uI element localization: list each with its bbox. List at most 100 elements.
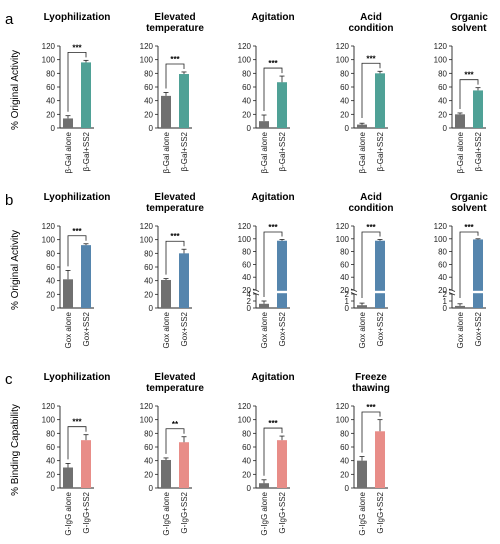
category-label: G-IgG+SS2 bbox=[82, 491, 91, 533]
subchart-title: Agitation bbox=[251, 12, 294, 23]
y-tick-label: 100 bbox=[140, 56, 154, 65]
y-tick-label: 100 bbox=[238, 235, 252, 244]
y-tick-label: 80 bbox=[46, 429, 55, 438]
bar-1 bbox=[357, 124, 367, 128]
subchart-title: Organic bbox=[450, 12, 488, 23]
subchart-title: Acid bbox=[360, 12, 382, 23]
significance-bracket bbox=[165, 63, 185, 89]
y-tick-label: 100 bbox=[434, 235, 448, 244]
bar-1 bbox=[63, 279, 73, 308]
y-tick-label: 80 bbox=[144, 249, 153, 258]
y-tick-label: 40 bbox=[438, 273, 447, 282]
y-tick-label: 60 bbox=[340, 83, 349, 92]
subchart-title: Freeze bbox=[355, 372, 387, 383]
panel-letter: c bbox=[5, 371, 13, 388]
y-tick-label: 120 bbox=[140, 42, 154, 51]
y-tick-label: 0 bbox=[443, 304, 448, 313]
bar-2 bbox=[81, 440, 91, 488]
subchart-title: Lyophilization bbox=[44, 12, 111, 23]
y-tick-label: 80 bbox=[144, 429, 153, 438]
panel-letter: b bbox=[5, 192, 13, 209]
y-tick-label: 80 bbox=[340, 429, 349, 438]
y-tick-label: 4 bbox=[247, 290, 252, 299]
y-tick-label: 60 bbox=[242, 260, 251, 269]
y-tick-label: 20 bbox=[46, 290, 55, 299]
y-tick-label: 20 bbox=[242, 470, 251, 479]
bar-1 bbox=[455, 114, 465, 128]
y-tick-label: 80 bbox=[340, 248, 349, 257]
category-label: Gox alone bbox=[64, 311, 73, 348]
y-tick-label: 40 bbox=[438, 97, 447, 106]
y-tick-label: 120 bbox=[434, 42, 448, 51]
category-label: β-Gal+SS2 bbox=[82, 131, 91, 171]
y-tick-label: 100 bbox=[336, 235, 350, 244]
y-tick-label: 120 bbox=[336, 402, 350, 411]
category-label: G-IgG+SS2 bbox=[376, 491, 385, 533]
category-label: Gox+SS2 bbox=[82, 311, 91, 346]
y-tick-label: 60 bbox=[46, 83, 55, 92]
y-tick-label: 60 bbox=[46, 443, 55, 452]
y-tick-label: 40 bbox=[46, 277, 55, 286]
subchart-title: Elevated bbox=[154, 192, 195, 203]
significance-bracket bbox=[263, 67, 283, 112]
y-axis-label: % Binding Capability bbox=[10, 404, 21, 496]
subchart-title: Organic bbox=[450, 192, 488, 203]
bar-2 bbox=[277, 82, 287, 128]
significance-label: *** bbox=[268, 419, 278, 428]
y-tick-label: 40 bbox=[242, 273, 251, 282]
significance-label: *** bbox=[170, 232, 180, 241]
subchart-title: Lyophilization bbox=[44, 192, 111, 203]
significance-bracket bbox=[165, 240, 185, 275]
y-tick-label: 60 bbox=[242, 83, 251, 92]
y-tick-label: 120 bbox=[238, 222, 252, 231]
y-tick-label: 0 bbox=[51, 124, 56, 133]
y-tick-label: 40 bbox=[46, 457, 55, 466]
category-label: β-Gal alone bbox=[260, 131, 269, 173]
y-tick-label: 0 bbox=[149, 304, 154, 313]
y-tick-label: 80 bbox=[242, 248, 251, 257]
panel-c: c % Binding Capability Lyophilization 0 20 40… bbox=[5, 371, 390, 536]
bar-2 bbox=[375, 431, 385, 488]
significance-label: *** bbox=[464, 223, 474, 232]
bar-2 bbox=[81, 245, 91, 308]
bar-1 bbox=[63, 467, 73, 488]
y-tick-label: 0 bbox=[247, 304, 252, 313]
axis-break-mark bbox=[252, 292, 260, 296]
category-label: Gox+SS2 bbox=[376, 311, 385, 346]
significance-label: *** bbox=[72, 418, 82, 427]
y-tick-label: 20 bbox=[46, 110, 55, 119]
y-tick-label: 20 bbox=[340, 470, 349, 479]
y-tick-label: 120 bbox=[336, 222, 350, 231]
y-tick-label: 120 bbox=[140, 402, 154, 411]
bar-1 bbox=[357, 460, 367, 488]
y-axis-label: % Original Activity bbox=[10, 230, 21, 310]
y-tick-label: 2 bbox=[247, 297, 252, 306]
y-tick-label: 80 bbox=[438, 248, 447, 257]
significance-label: *** bbox=[268, 59, 278, 68]
y-tick-label: 40 bbox=[46, 97, 55, 106]
y-tick-label: 80 bbox=[242, 69, 251, 78]
y-tick-label: 20 bbox=[144, 110, 153, 119]
y-tick-label: 80 bbox=[46, 249, 55, 258]
significance-label: *** bbox=[366, 223, 376, 232]
bar-2 bbox=[81, 62, 91, 128]
significance-bracket bbox=[459, 79, 479, 109]
axis-break-mark bbox=[252, 288, 260, 292]
axis-break-gap bbox=[257, 290, 291, 294]
y-tick-label: 40 bbox=[242, 97, 251, 106]
subchart-title: Acid bbox=[360, 192, 382, 203]
subchart-title: temperature bbox=[146, 383, 204, 394]
bar-1 bbox=[63, 118, 73, 128]
significance-label: *** bbox=[268, 223, 278, 232]
y-tick-label: 60 bbox=[242, 443, 251, 452]
y-tick-label: 0 bbox=[345, 124, 350, 133]
panel-letter: a bbox=[5, 11, 14, 28]
y-tick-label: 20 bbox=[242, 286, 251, 295]
bar-2 bbox=[179, 442, 189, 488]
